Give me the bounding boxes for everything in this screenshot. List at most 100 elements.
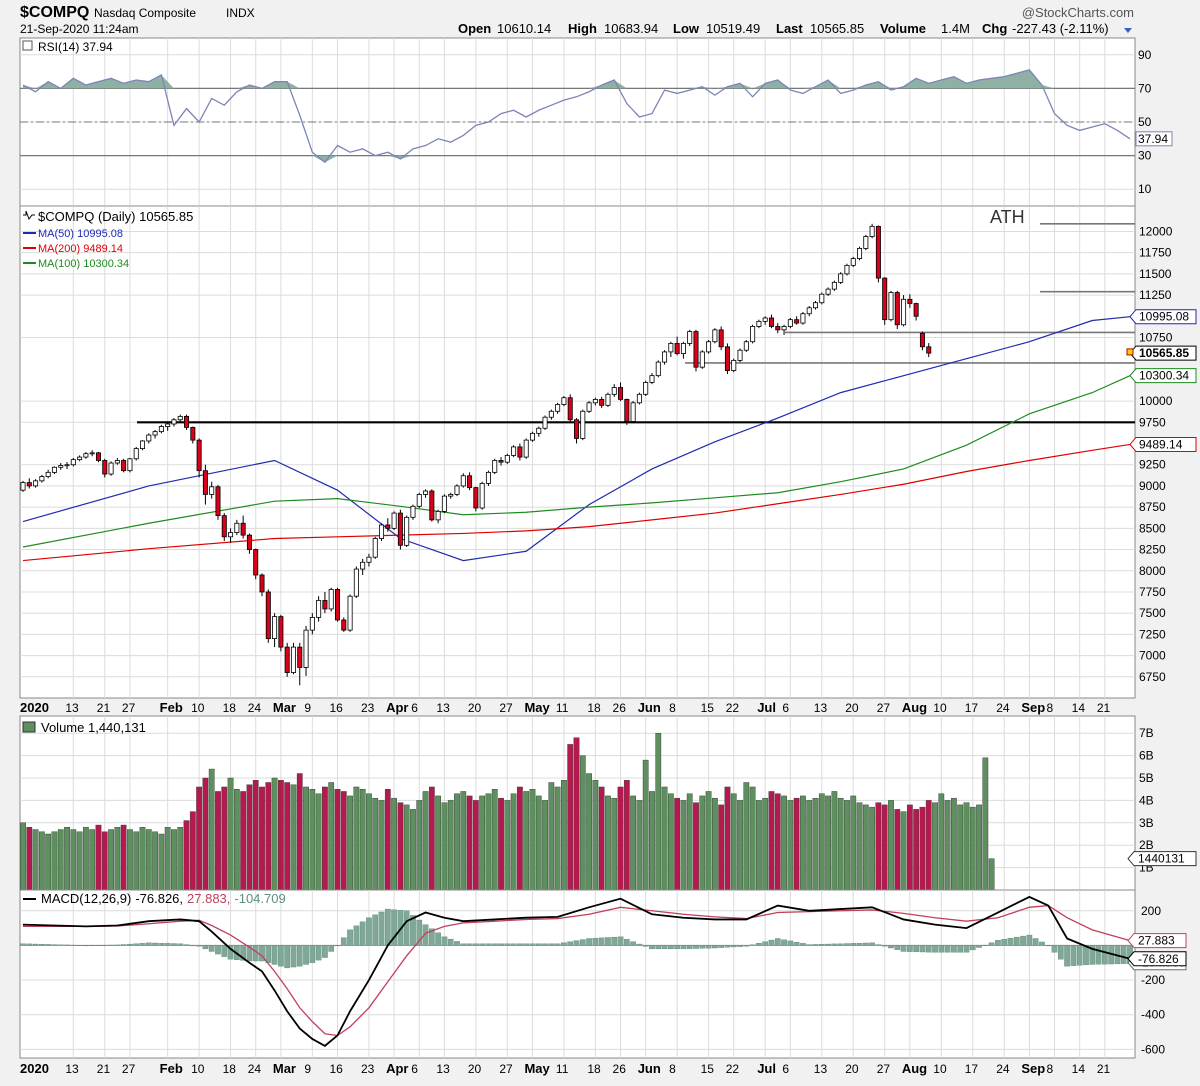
macd-hist-bar-51 — [340, 937, 347, 946]
volume-bar-141 — [906, 804, 913, 891]
macd-hist-bar-26 — [183, 944, 190, 946]
macd-hist-bar-6 — [57, 944, 64, 946]
macd-hist-bar-121 — [781, 939, 787, 946]
volume-bar-11 — [89, 829, 96, 891]
candle-body-56 — [372, 538, 378, 558]
macd-hist-bar-102 — [661, 945, 668, 950]
candle-body-27 — [190, 426, 196, 441]
candle-body-97 — [630, 402, 636, 422]
macd-hist-bar-140 — [900, 945, 907, 952]
date-axis-macd-tick-11-18: 11 — [556, 1062, 569, 1076]
macd-hist-bar-143 — [919, 945, 926, 953]
macd-hist-bar-91 — [592, 937, 599, 946]
macd-hist-bar-129 — [831, 943, 838, 946]
macd-hist-bar-4 — [45, 944, 51, 946]
date-axis-macd-tick-24-33: 24 — [996, 1062, 1010, 1076]
price-ytick-9750: 9750 — [1139, 415, 1166, 429]
last-label: Last — [776, 21, 803, 36]
volume-bar-109 — [705, 791, 712, 891]
macd-hist-bar-158 — [1013, 936, 1020, 946]
candle-body-130 — [838, 273, 844, 283]
price-ytick-7000: 7000 — [1139, 649, 1166, 663]
candle-body-19 — [140, 440, 146, 450]
macd-hist-bar-94 — [611, 936, 618, 946]
macd-hist-bar-33 — [227, 945, 234, 960]
date-axis-macd-tick-21-2: 21 — [97, 1062, 111, 1076]
volume-bar-52 — [347, 795, 353, 891]
volume-bar-45 — [303, 786, 309, 891]
low-value: 10519.49 — [706, 21, 760, 36]
volume-bar-124 — [800, 795, 806, 891]
date-axis-macd-tick-13-27: 13 — [814, 1062, 828, 1076]
macd-hist-bar-68 — [447, 938, 454, 946]
macd-hist-bar-135 — [869, 942, 875, 946]
high-label: High — [568, 21, 597, 36]
candle-body-120 — [775, 326, 781, 331]
macd-hist-bar-15 — [114, 944, 121, 946]
macd-hist-bar-159 — [1020, 935, 1026, 946]
volume-bar-35 — [240, 791, 247, 891]
price-ytick-7500: 7500 — [1139, 606, 1166, 620]
macd-hist-bar-119 — [768, 939, 775, 946]
macd-hist-bar-13 — [101, 944, 108, 946]
price-ytick-9000: 9000 — [1139, 479, 1166, 493]
volume-bar-33 — [227, 777, 234, 891]
candle-body-40 — [272, 616, 278, 640]
macd-hist-bar-81 — [529, 943, 536, 946]
volume-legend-box — [22, 721, 36, 733]
macd-hist-bar-149 — [957, 945, 963, 953]
volume-bar-105 — [680, 800, 687, 891]
high-value: 10683.94 — [604, 21, 658, 36]
volume-bar-100 — [649, 791, 655, 891]
volume-bar-142 — [913, 809, 920, 891]
volume-bar-51 — [340, 791, 347, 891]
macd-hist-bar-3 — [39, 944, 45, 946]
candle-body-77 — [504, 454, 510, 463]
macd-hist-bar-85 — [554, 943, 561, 946]
volume-bar-152 — [976, 804, 982, 891]
macd-hist-bar-101 — [655, 945, 662, 950]
volume-bar-9 — [76, 831, 83, 891]
candle-body-91 — [592, 399, 598, 404]
volume-bar-46 — [309, 789, 316, 891]
dropdown-triangle-icon[interactable] — [1124, 28, 1132, 33]
candle-body-66 — [435, 510, 441, 521]
candle-body-9 — [77, 456, 83, 461]
candle-body-119 — [768, 317, 774, 327]
volume-bar-99 — [642, 759, 649, 891]
macd-hist-bar-76 — [498, 943, 504, 946]
candle-body-100 — [649, 375, 655, 383]
volume-bar-154 — [988, 858, 995, 891]
macd-hist-bar-19 — [139, 943, 146, 946]
macd-hist-bar-98 — [636, 943, 643, 946]
date-axis-macd-tick-8-22: 8 — [669, 1062, 676, 1076]
macd-legend-label: MACD(12,26,9) — [41, 891, 131, 906]
ma200-legend-label: MA(200) 9489.14 — [38, 243, 123, 255]
volume-bar-112 — [724, 786, 731, 891]
volume-bar-18 — [133, 831, 140, 891]
volume-bar-38 — [259, 786, 265, 891]
ma100-value-tag: 10300.34 — [1139, 369, 1189, 383]
date-axis-price-tick-18-6: 18 — [223, 701, 237, 715]
rsi-panel: 90 70 50 30 10 37.94 RSI(14) 37.94 — [19, 37, 1173, 207]
candle-body-74 — [485, 471, 491, 484]
ma-line-MA(50) — [22, 316, 1131, 562]
price-ytick-8500: 8500 — [1139, 521, 1166, 535]
vol-ytick-3B: 3B — [1139, 816, 1154, 830]
date-axis-price-tick-11-18: 11 — [556, 701, 569, 715]
macd-hist-bar-97 — [630, 941, 636, 946]
date-axis-price-tick-10-31: 10 — [933, 701, 947, 715]
candle-body-125 — [806, 307, 812, 315]
candle-body-141 — [907, 298, 913, 304]
vol-ytick-4B: 4B — [1139, 793, 1154, 807]
candle-body-39 — [265, 591, 271, 640]
volume-bar-127 — [818, 793, 825, 891]
candle-body-107 — [693, 331, 699, 368]
candle-body-62 — [410, 505, 416, 518]
candle-body-11 — [89, 452, 95, 455]
candle-body-18 — [133, 448, 139, 460]
volume-bar-82 — [535, 795, 542, 891]
volume-bar-70 — [460, 791, 467, 891]
volume-bar-16 — [120, 824, 127, 891]
volume-bar-55 — [366, 793, 372, 891]
